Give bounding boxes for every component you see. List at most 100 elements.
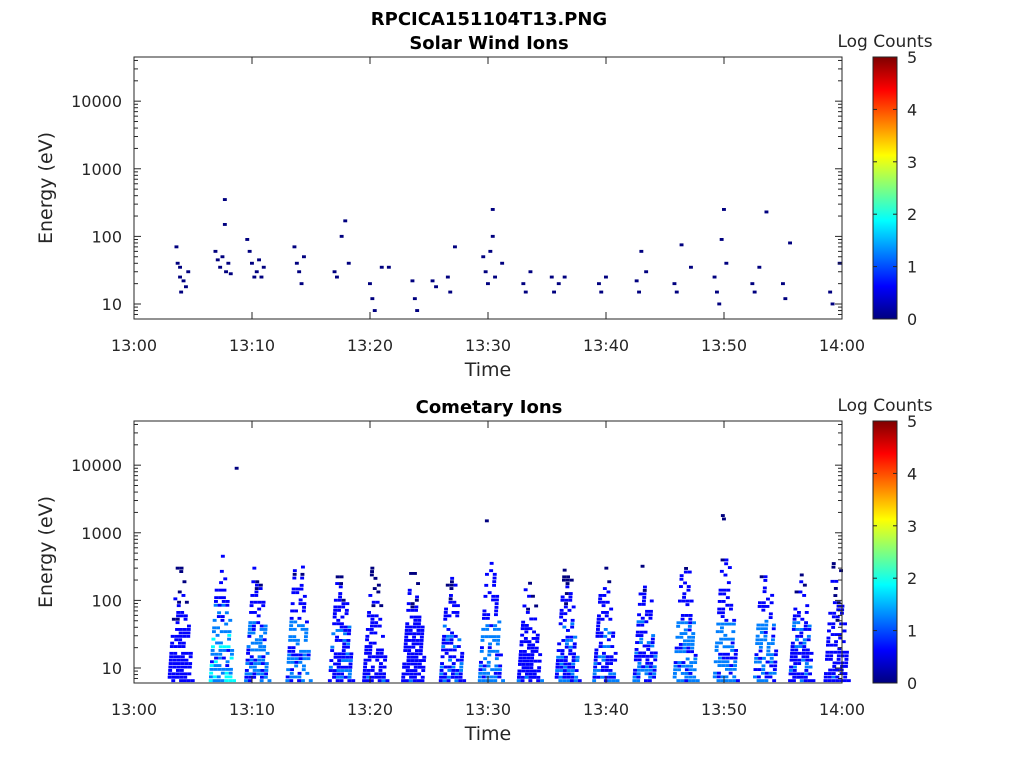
heatmap-cell [302,605,306,609]
heatmap-cell [216,615,221,618]
heatmap-cell [186,270,191,274]
heatmap-cell [572,645,577,649]
heatmap-cell [807,624,812,628]
heatmap-cell [846,679,851,683]
heatmap-cell [445,648,449,652]
heatmap-cell [172,665,177,669]
heatmap-cell [827,672,832,675]
heatmap-cell [604,665,609,669]
heatmap-cell [724,558,729,562]
heatmap-cell [382,665,387,669]
heatmap-cell [773,664,778,668]
heatmap-cell [345,602,350,606]
heatmap-cell [527,594,531,598]
heatmap-cell [804,662,809,665]
heatmap-cell [679,577,684,581]
heatmap-cell [769,601,774,605]
heatmap-cell [370,566,375,570]
heatmap-cell [333,662,337,666]
heatmap-cell [521,669,526,673]
heatmap-cell [568,595,573,599]
heatmap-cell [403,642,408,646]
heatmap-cell [793,662,798,665]
heatmap-cell [638,651,643,655]
heatmap-cell [370,675,375,679]
heatmap-cell [261,604,266,608]
heatmap-cell [592,679,597,683]
heatmap-cell [836,608,841,612]
heatmap-cell [637,602,642,606]
heatmap-cell [215,641,219,645]
heatmap-cell [217,664,222,667]
heatmap-cell [333,605,338,609]
heatmap-cell [449,638,454,642]
heatmap-cell [294,660,299,664]
heatmap-cell [181,645,186,648]
heatmap-cell [348,669,352,672]
heatmap-cell [528,581,532,585]
heatmap-cell [677,664,682,668]
colorbar-tick-label: 2 [907,569,917,588]
heatmap-cell [363,662,368,665]
heatmap-cell [249,611,253,614]
heatmap-cell [637,613,641,617]
heatmap-cell [683,632,688,635]
heatmap-cell [225,600,230,603]
heatmap-cell [375,600,380,604]
heatmap-cell [219,569,224,573]
heatmap-cell [606,590,611,594]
heatmap-cell [672,282,677,286]
heatmap-cell [788,672,793,676]
heatmap-cell [383,658,387,662]
heatmap-cell [605,611,609,614]
heatmap-cell [593,669,597,672]
heatmap-cell [482,613,487,617]
heatmap-cell [244,679,248,683]
heatmap-cell [259,634,263,638]
heatmap-cell [640,616,645,620]
heatmap-cell [452,604,456,608]
heatmap-cell [414,662,418,666]
heatmap-cell [342,642,347,646]
heatmap-cell [410,655,415,659]
heatmap-cell [496,638,500,642]
heatmap-cell [520,679,525,683]
heatmap-cell [528,627,533,631]
heatmap-cell [771,627,776,631]
heatmap-cell [719,641,723,645]
heatmap-cell [718,588,723,592]
heatmap-cell [601,655,606,659]
heatmap-cell [291,649,296,653]
heatmap-cell [598,600,602,604]
colorbar-tick-label: 1 [907,622,917,641]
heatmap-cell [258,587,263,590]
heatmap-cell [715,630,720,634]
heatmap-cell [297,679,301,683]
heatmap-cell [532,672,537,676]
y-axis-label: Energy (eV) [35,496,57,608]
heatmap-cell [566,672,571,676]
heatmap-cell [417,665,422,669]
heatmap-cell [401,672,406,676]
heatmap-cell [220,615,225,618]
heatmap-cell [183,675,188,679]
heatmap-cell [298,660,303,664]
heatmap-cell [345,659,349,662]
heatmap-cell [332,672,337,676]
heatmap-cell [765,605,770,608]
heatmap-cell [680,621,685,625]
heatmap-cell [772,679,777,683]
heatmap-cell [559,608,564,612]
heatmap-cell [249,658,254,662]
heatmap-cell [488,635,493,639]
heatmap-cell [289,616,294,620]
heatmap-cell [419,642,424,646]
heatmap-cell [367,611,371,614]
heatmap-cell [838,633,843,636]
heatmap-cell [374,621,379,625]
heatmap-cell [247,249,252,253]
heatmap-cell [561,639,566,642]
heatmap-cell [347,632,351,636]
heatmap-cell [246,645,251,648]
heatmap-cell [212,675,217,679]
